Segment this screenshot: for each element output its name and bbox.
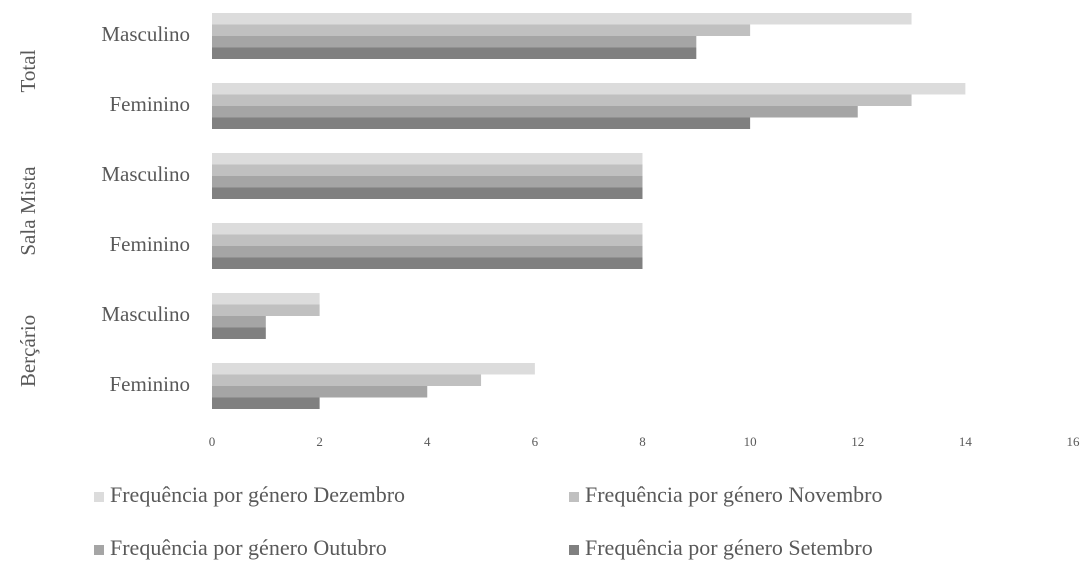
bar: [212, 327, 266, 339]
x-tick-label: 2: [316, 434, 323, 449]
bar: [212, 117, 751, 129]
bar: [212, 94, 912, 106]
bar: [212, 164, 643, 176]
bar: [212, 187, 643, 199]
bar: [212, 397, 320, 409]
x-tick-label: 6: [532, 434, 539, 449]
category-label: Feminino: [109, 232, 190, 256]
bar: [212, 234, 643, 246]
bar: [212, 257, 643, 269]
bar: [212, 316, 266, 328]
bar: [212, 83, 966, 95]
bar: [212, 106, 858, 118]
x-tick-label: 16: [1067, 434, 1081, 449]
bar: [212, 36, 697, 48]
x-tick-label: 10: [744, 434, 757, 449]
bar: [212, 24, 751, 36]
legend-label: Frequência por género Outubro: [110, 535, 387, 560]
legend-swatch: [569, 492, 579, 502]
bar: [212, 47, 697, 59]
x-tick-label: 4: [424, 434, 431, 449]
bar: [212, 363, 535, 375]
bar: [212, 386, 428, 398]
x-tick-label: 14: [959, 434, 973, 449]
category-label: Feminino: [109, 92, 190, 116]
legend-label: Frequência por género Setembro: [585, 535, 873, 560]
bar: [212, 374, 482, 386]
category-label: Masculino: [101, 22, 190, 46]
legend-label: Frequência por género Dezembro: [110, 482, 405, 507]
legend-swatch: [94, 545, 104, 555]
legend-label: Frequência por género Novembro: [585, 482, 883, 507]
x-tick-label: 8: [639, 434, 646, 449]
group-label: Berçário: [16, 315, 40, 387]
bar: [212, 223, 643, 235]
group-label: Sala Mista: [16, 166, 40, 256]
x-tick-label: 12: [851, 434, 864, 449]
legend-swatch: [94, 492, 104, 502]
bar: [212, 246, 643, 258]
bar: [212, 176, 643, 188]
category-label: Masculino: [101, 302, 190, 326]
bar: [212, 304, 320, 316]
category-label: Feminino: [109, 372, 190, 396]
bar: [212, 153, 643, 165]
category-label: Masculino: [101, 162, 190, 186]
legend-swatch: [569, 545, 579, 555]
group-label: Total: [16, 49, 40, 92]
bar: [212, 13, 912, 25]
bar: [212, 293, 320, 305]
x-tick-label: 0: [209, 434, 216, 449]
